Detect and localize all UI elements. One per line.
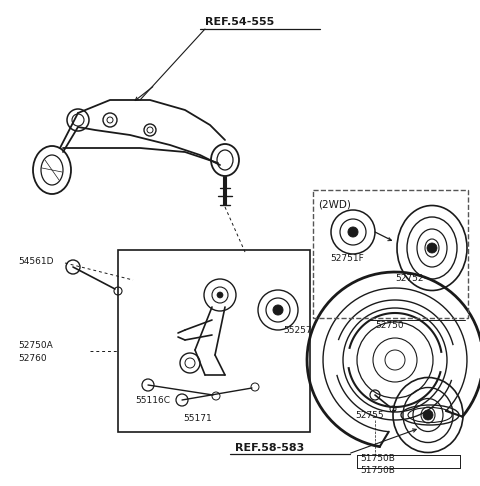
Text: 52750A: 52750A (18, 341, 53, 349)
Circle shape (217, 292, 223, 298)
Text: 55116C: 55116C (135, 396, 170, 404)
Circle shape (348, 227, 358, 237)
Text: 55171: 55171 (183, 414, 212, 422)
Text: 52755: 52755 (355, 411, 384, 419)
Text: 52751F: 52751F (330, 254, 364, 262)
Text: 54561D: 54561D (18, 257, 53, 265)
Bar (118, 250, 310, 432)
Text: REF.54-555: REF.54-555 (205, 17, 274, 27)
Circle shape (427, 243, 437, 253)
Circle shape (423, 410, 433, 420)
Text: 51750B: 51750B (360, 453, 395, 463)
Text: 52760: 52760 (18, 353, 47, 363)
Text: 55257: 55257 (283, 326, 312, 334)
Bar (313, 190, 468, 318)
Text: REF.58-583: REF.58-583 (235, 443, 304, 453)
Text: (2WD): (2WD) (318, 199, 351, 209)
Text: 51750B: 51750B (360, 466, 395, 474)
Text: 52752: 52752 (395, 274, 423, 282)
Text: 52750: 52750 (375, 320, 404, 330)
Circle shape (273, 305, 283, 315)
